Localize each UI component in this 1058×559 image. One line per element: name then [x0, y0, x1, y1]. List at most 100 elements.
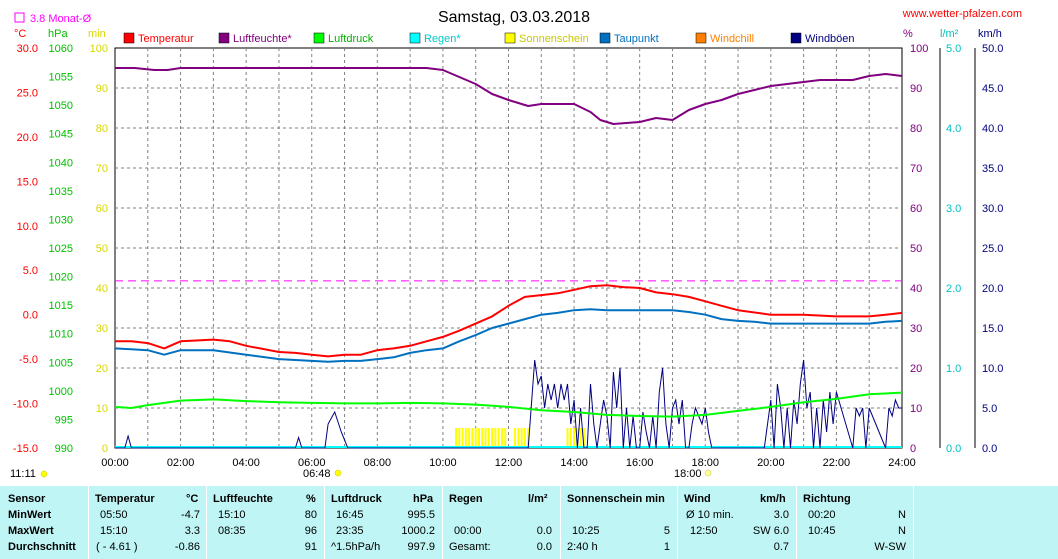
legend-swatch — [695, 32, 707, 44]
legend-swatch — [504, 32, 516, 44]
tick-pressure: 1055 — [49, 72, 73, 84]
legend-swatch — [218, 32, 230, 44]
tick-minutes: 80 — [96, 123, 108, 135]
dir-min-val: N — [898, 509, 906, 521]
press-avg-1: ^1.5hPa/h — [331, 541, 381, 553]
sun-header: Sonnenschein min — [567, 493, 665, 505]
tick-temp: 5.0 — [23, 265, 38, 277]
sun-icon-small — [40, 470, 48, 478]
temp-unit: °C — [186, 493, 199, 505]
tick-minutes: 50 — [96, 243, 108, 255]
temp-min-val: -4.7 — [181, 509, 200, 521]
legend-label: Sonnenschein — [519, 33, 589, 45]
tick-pressure: 1010 — [49, 329, 73, 341]
tick-x: 04:00 — [232, 457, 260, 469]
hum-avg-2: 91 — [304, 541, 317, 553]
wind-max-val: SW 6.0 — [752, 525, 789, 537]
tick-humidity: 90 — [910, 83, 922, 95]
tick-x: 14:00 — [560, 457, 588, 469]
sun-avg-2: 1 — [663, 541, 670, 553]
tick-wind: 20.0 — [982, 283, 1003, 295]
legend-label: Luftfeuchte* — [233, 33, 292, 45]
tick-humidity: 100 — [910, 43, 928, 55]
tick-minutes: 40 — [96, 283, 108, 295]
dir-max-time: 10:45 — [808, 525, 836, 537]
tick-x: 02:00 — [167, 457, 195, 469]
sunrise-icon — [334, 469, 342, 477]
tick-rain: 0.0 — [946, 443, 961, 455]
dir-header: Richtung — [803, 493, 851, 505]
source-label[interactable]: www.wetter-pfalzen.com — [902, 8, 1022, 20]
month-avg-label: 3.8 Monat-Ø — [30, 13, 92, 25]
wind-header: Wind — [684, 493, 711, 505]
wind-min-val: 3.0 — [773, 509, 789, 521]
tick-pressure: 1035 — [49, 186, 73, 198]
press-header: Luftdruck — [331, 493, 382, 505]
tick-temp: -10.0 — [13, 399, 38, 411]
tick-humidity: 80 — [910, 123, 922, 135]
hum-min-val: 80 — [304, 509, 317, 521]
tick-wind: 10.0 — [982, 363, 1003, 375]
tick-x: 06:00 — [298, 457, 326, 469]
tick-temp: 20.0 — [17, 132, 38, 144]
press-avg-2: 997.9 — [407, 541, 435, 553]
tick-minutes: 100 — [90, 43, 108, 55]
tick-x: 24:00 — [888, 457, 916, 469]
series-temperatur — [115, 284, 903, 358]
tick-wind: 15.0 — [982, 323, 1003, 335]
tick-pressure: 990 — [55, 443, 73, 455]
temp-avg-2: -0.86 — [174, 541, 200, 553]
tick-x: 00:00 — [101, 457, 129, 469]
tick-pressure: 1020 — [49, 272, 73, 284]
wind-min-time: Ø 10 min. — [686, 509, 734, 521]
tick-minutes: 90 — [96, 83, 108, 95]
legend-swatch — [599, 32, 611, 44]
tick-rain: 4.0 — [946, 123, 961, 135]
temp-header: Temperatur — [95, 493, 155, 505]
unit-rain: l/m² — [940, 28, 959, 40]
tick-x: 16:00 — [626, 457, 654, 469]
wind-unit: km/h — [760, 493, 786, 505]
rain-avg-2: 0.0 — [536, 541, 552, 553]
rain-avg-1: Gesamt: — [449, 541, 491, 553]
dir-min-time: 00:20 — [808, 509, 836, 521]
tick-minutes: 20 — [96, 363, 108, 375]
temp-avg-1: ( - 4.61 ) — [96, 541, 138, 553]
tick-temp: 0.0 — [23, 310, 38, 322]
row-label-avg: Durchschnitt — [8, 541, 76, 553]
tick-pressure: 1005 — [49, 357, 73, 369]
tick-pressure: 1030 — [49, 214, 73, 226]
stats-table: Sensor MinWert MaxWert Durchschnitt Temp… — [0, 486, 1058, 559]
tick-x: 22:00 — [823, 457, 851, 469]
press-unit: hPa — [413, 493, 434, 505]
tick-pressure: 995 — [55, 414, 73, 426]
tick-x: 08:00 — [364, 457, 392, 469]
sun-max-val: 5 — [663, 525, 670, 537]
grid — [114, 47, 903, 449]
series — [114, 67, 903, 449]
tick-temp: 25.0 — [17, 87, 38, 99]
press-max-time: 23:35 — [336, 525, 364, 537]
series-luftdruck — [114, 391, 903, 418]
tick-wind: 50.0 — [982, 43, 1003, 55]
tick-temp: -15.0 — [13, 443, 38, 455]
tick-wind: 25.0 — [982, 243, 1003, 255]
rain-max-time: 00:00 — [454, 525, 482, 537]
tick-wind: 40.0 — [982, 123, 1003, 135]
tick-wind: 35.0 — [982, 163, 1003, 175]
chart-title: Samstag, 03.03.2018 — [438, 9, 590, 26]
hum-header: Luftfeuchte — [213, 493, 273, 505]
unit-temp: °C — [14, 28, 26, 40]
tick-minutes: 0 — [102, 443, 108, 455]
tick-wind: 5.0 — [982, 403, 997, 415]
tick-pressure: 1015 — [49, 300, 73, 312]
series-taupunkt — [114, 308, 903, 363]
unit-wind: km/h — [978, 28, 1002, 40]
tick-x: 10:00 — [429, 457, 457, 469]
tick-humidity: 0 — [910, 443, 916, 455]
tick-rain: 1.0 — [946, 363, 961, 375]
press-min-val: 995.5 — [407, 509, 435, 521]
legend-swatch — [123, 32, 135, 44]
tick-rain: 2.0 — [946, 283, 961, 295]
sunset-label: 18:00 — [674, 468, 702, 480]
